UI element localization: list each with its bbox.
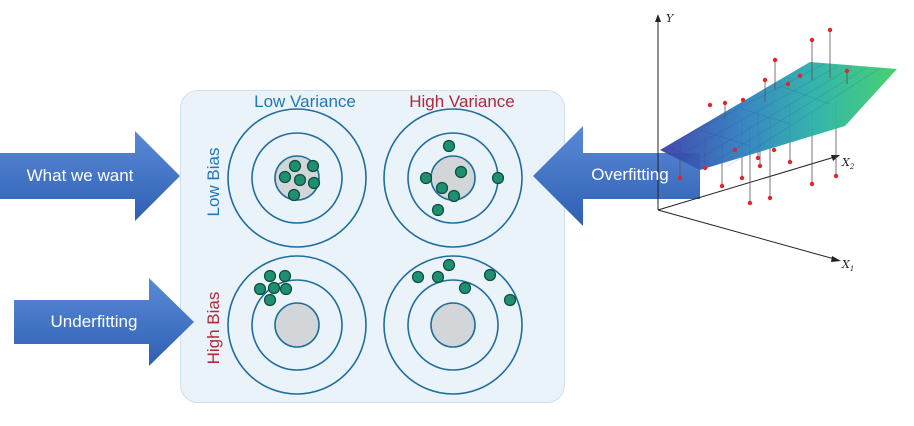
what-we-want-arrow xyxy=(0,131,180,221)
shot-dot xyxy=(267,281,281,295)
shot-dot xyxy=(447,189,461,203)
shot-dot xyxy=(442,258,456,272)
target-low-bias-low-variance xyxy=(227,108,367,248)
what-we-want-label: What we want xyxy=(26,166,134,185)
shot-dot xyxy=(253,282,267,296)
shot-dot xyxy=(263,269,277,283)
shot-dot xyxy=(306,159,320,173)
col-header-low-variance: Low Variance xyxy=(254,92,356,111)
target-high-bias-high-variance xyxy=(383,255,523,395)
overfitting-label: Overfitting xyxy=(591,165,669,184)
shot-dot xyxy=(435,181,449,195)
shot-dot xyxy=(279,282,293,296)
target-high-bias-low-variance xyxy=(227,255,367,395)
shot-dot xyxy=(483,268,497,282)
axis-label-x2: X2 xyxy=(841,156,855,171)
shot-dot xyxy=(503,293,517,307)
shot-dot xyxy=(287,188,301,202)
shot-dot xyxy=(278,170,292,184)
regression-3d-plot: Y X2 X1 xyxy=(655,12,897,273)
target-low-bias-high-variance xyxy=(383,108,523,248)
overfitting-arrow xyxy=(533,126,700,226)
col-header-high-variance: High Variance xyxy=(409,92,515,111)
shot-dot xyxy=(411,270,425,284)
underfitting-arrow xyxy=(14,278,194,366)
shot-dot xyxy=(431,203,445,217)
shot-dot xyxy=(307,176,321,190)
shot-dot xyxy=(278,269,292,283)
shot-dot xyxy=(442,139,456,153)
underfitting-label: Underfitting xyxy=(50,312,138,331)
axis-label-y: Y xyxy=(666,12,675,25)
shot-dot xyxy=(431,270,445,284)
shot-dot xyxy=(263,293,277,307)
bias-variance-panel xyxy=(180,90,565,403)
shot-dot xyxy=(293,173,307,187)
shot-dot xyxy=(458,281,472,295)
shot-dot xyxy=(454,165,468,179)
shot-dot xyxy=(288,159,302,173)
shot-dot xyxy=(419,171,433,185)
axis-label-x1: X1 xyxy=(841,258,854,273)
shot-dot xyxy=(491,171,505,185)
